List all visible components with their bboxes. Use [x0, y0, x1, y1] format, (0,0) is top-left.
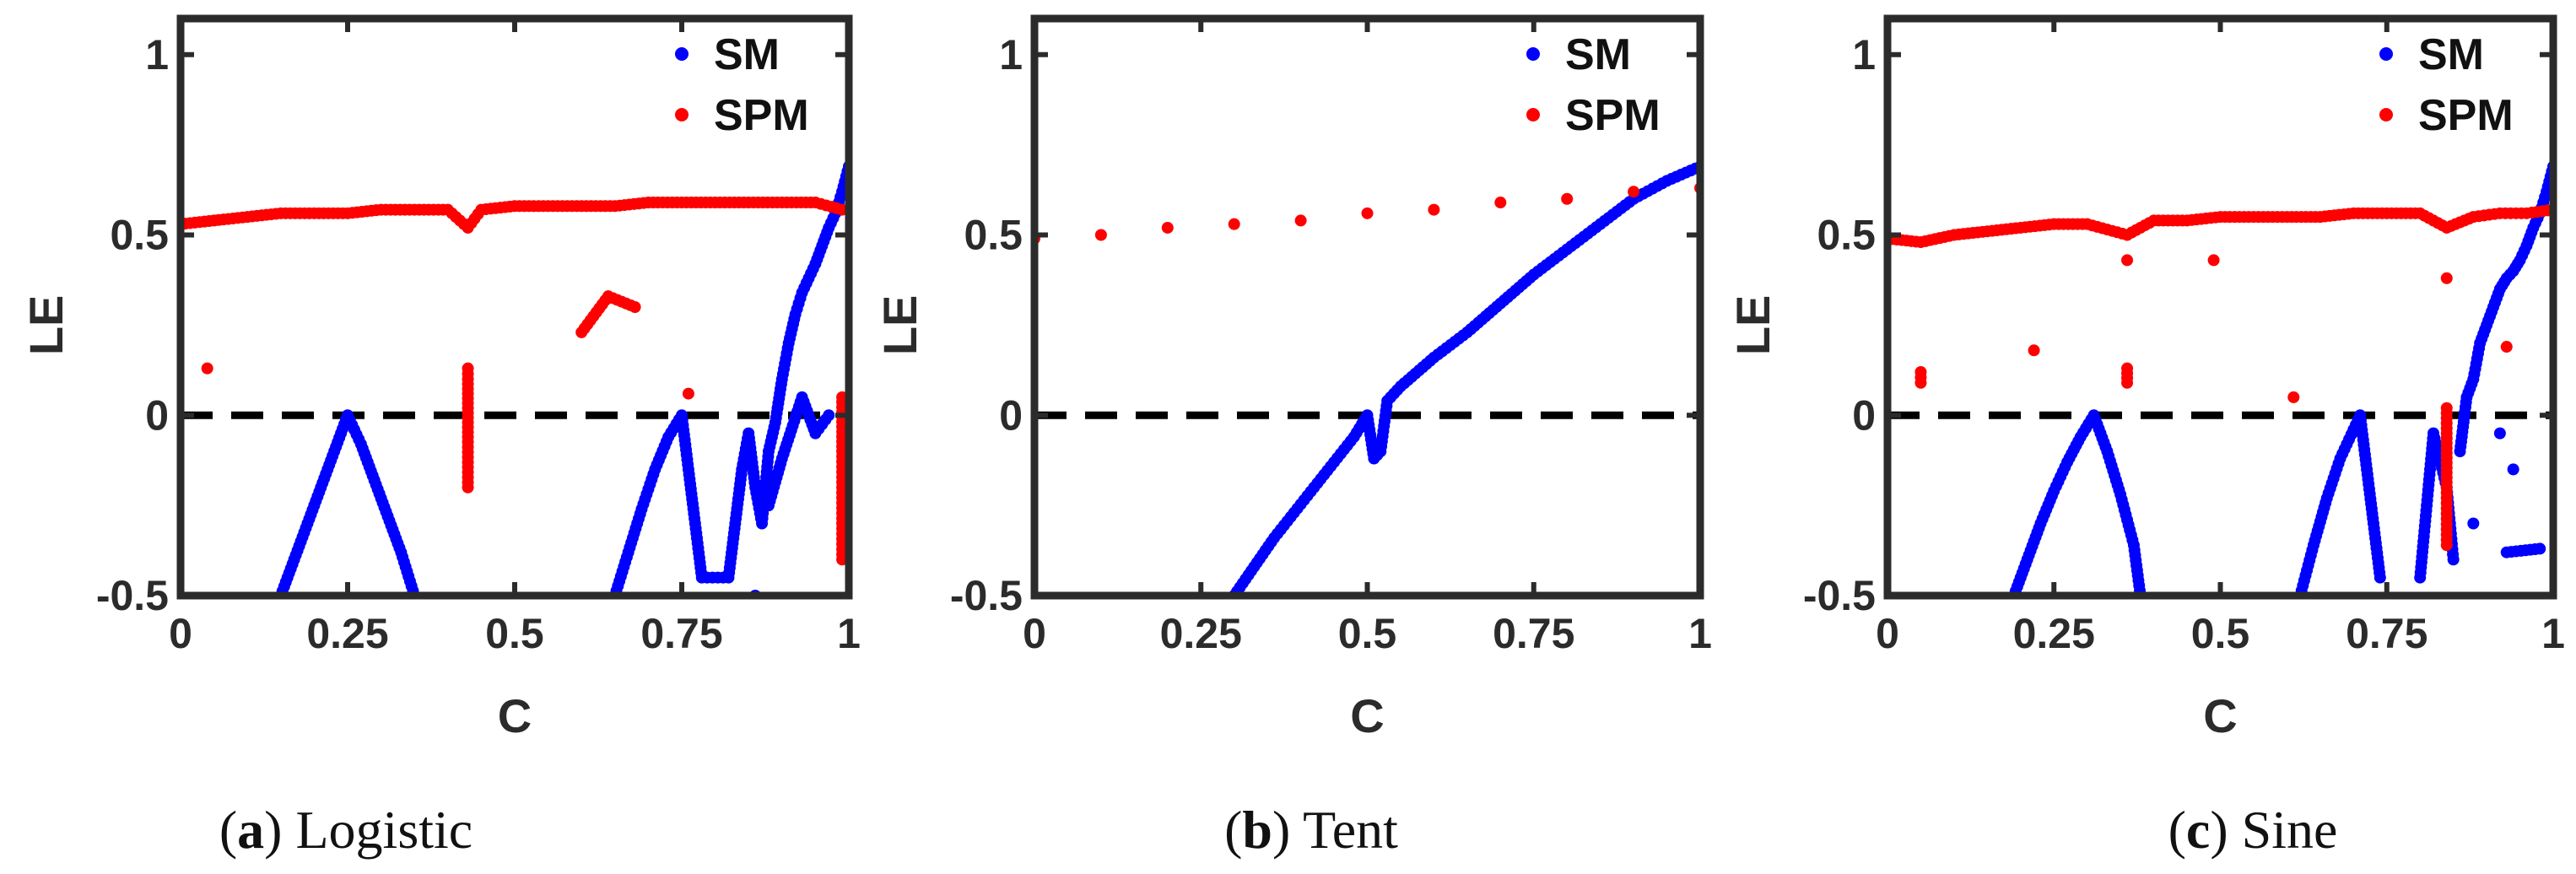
data-point — [2440, 272, 2453, 284]
data-point — [2207, 254, 2220, 267]
data-point — [201, 362, 213, 375]
legend-marker-spm — [2379, 108, 2393, 121]
x-tick-label: 1 — [1688, 610, 1712, 657]
legend-label-spm: SPM — [1565, 91, 1661, 140]
x-tick-label: 0.75 — [1493, 610, 1574, 657]
data-point — [1561, 192, 1574, 205]
x-tick-label: 0.5 — [485, 610, 544, 657]
y-tick-label: 1 — [1852, 31, 1876, 78]
y-tick-label: 0 — [145, 391, 169, 439]
y-axis-label: LE — [1726, 295, 1779, 356]
legend-label-sm: SM — [1565, 30, 1631, 79]
data-point — [1914, 376, 1927, 389]
legend-label-sm: SM — [2418, 30, 2484, 79]
caption-c-letter: c — [2186, 800, 2210, 860]
data-point — [2467, 517, 2480, 530]
legend-marker-spm — [1526, 108, 1540, 121]
x-tick-label: 0.75 — [640, 610, 722, 657]
caption-b-letter: b — [1242, 800, 1272, 860]
data-point — [2493, 427, 2506, 440]
y-tick-label: 0 — [1852, 391, 1876, 439]
plot-area — [181, 160, 849, 596]
caption-c-text: Sine — [2242, 800, 2338, 860]
x-tick-label: 0.25 — [2013, 610, 2095, 657]
legend-marker-spm — [675, 108, 689, 121]
data-point — [2447, 553, 2460, 566]
legend-marker-sm — [2379, 47, 2393, 61]
legend-marker-sm — [675, 47, 689, 61]
data-point — [462, 481, 474, 494]
y-tick-label: 0.5 — [1817, 212, 1876, 259]
data-point — [2121, 254, 2134, 267]
data-point — [1094, 229, 1107, 241]
data-point — [629, 301, 641, 313]
x-tick-label: 0.25 — [1160, 610, 1242, 657]
data-point — [1628, 186, 1640, 198]
x-tick-label: 1 — [2541, 610, 2565, 657]
x-axis-label: C — [2203, 689, 2237, 742]
series-spm — [181, 197, 849, 566]
series-spm — [1887, 203, 2553, 552]
y-tick-label: 1 — [999, 31, 1023, 78]
y-tick-label: -0.5 — [1803, 572, 1876, 619]
x-tick-label: 0.75 — [2346, 610, 2427, 657]
x-tick-label: 1 — [837, 610, 861, 657]
y-tick-label: -0.5 — [950, 572, 1023, 619]
plot-area — [1034, 160, 1700, 596]
data-point — [1494, 197, 1507, 209]
legend: SM SPM — [2379, 30, 2514, 140]
y-tick-label: 0 — [999, 391, 1023, 439]
series-sm — [2007, 160, 2553, 596]
data-point — [2121, 376, 2134, 389]
legend-label-sm: SM — [714, 30, 780, 79]
plot-area — [1887, 160, 2553, 596]
data-point — [823, 409, 835, 422]
x-tick-label: 0 — [1023, 610, 1046, 657]
data-point — [1228, 218, 1240, 230]
data-point — [2440, 539, 2453, 552]
y-tick-label: 0.5 — [110, 212, 169, 259]
y-tick-label: -0.5 — [96, 572, 169, 619]
data-point — [2287, 391, 2300, 403]
data-point — [682, 387, 694, 400]
legend-label-spm: SPM — [714, 91, 809, 140]
legend-label-spm: SPM — [2418, 91, 2514, 140]
y-tick-label: 1 — [145, 31, 169, 78]
data-point — [2028, 344, 2040, 357]
x-tick-label: 0.25 — [306, 610, 388, 657]
data-point — [1428, 203, 1440, 216]
legend: SM SPM — [675, 30, 809, 140]
caption-b-text: Tent — [1303, 800, 1398, 860]
data-point — [2500, 341, 2513, 353]
data-point — [1361, 207, 1374, 219]
x-axis-label: C — [1350, 689, 1384, 742]
series-sm — [1228, 160, 1700, 596]
legend-marker-sm — [1526, 47, 1540, 61]
data-point — [1294, 214, 1307, 227]
y-axis-label: LE — [19, 295, 73, 356]
x-tick-label: 0 — [1876, 610, 1899, 657]
x-axis-label: C — [498, 689, 532, 742]
data-point — [1161, 221, 1174, 234]
y-tick-label: 0.5 — [964, 212, 1023, 259]
y-axis-label: LE — [873, 295, 926, 356]
data-point — [2507, 463, 2519, 476]
series-spm — [1034, 181, 1700, 245]
x-tick-label: 0.5 — [2191, 610, 2250, 657]
data-point — [2534, 542, 2546, 555]
caption-a-letter: a — [237, 800, 264, 860]
caption-b: (b) Tent — [1224, 800, 1398, 860]
caption-c: (c) Sine — [2168, 800, 2338, 860]
x-tick-label: 0 — [169, 610, 192, 657]
data-point — [2373, 571, 2386, 584]
caption-a-text: Logistic — [295, 800, 473, 860]
series-sm — [274, 160, 849, 596]
x-tick-label: 0.5 — [1338, 610, 1397, 657]
caption-a: (a) Logistic — [219, 800, 473, 860]
legend: SM SPM — [1526, 30, 1661, 140]
